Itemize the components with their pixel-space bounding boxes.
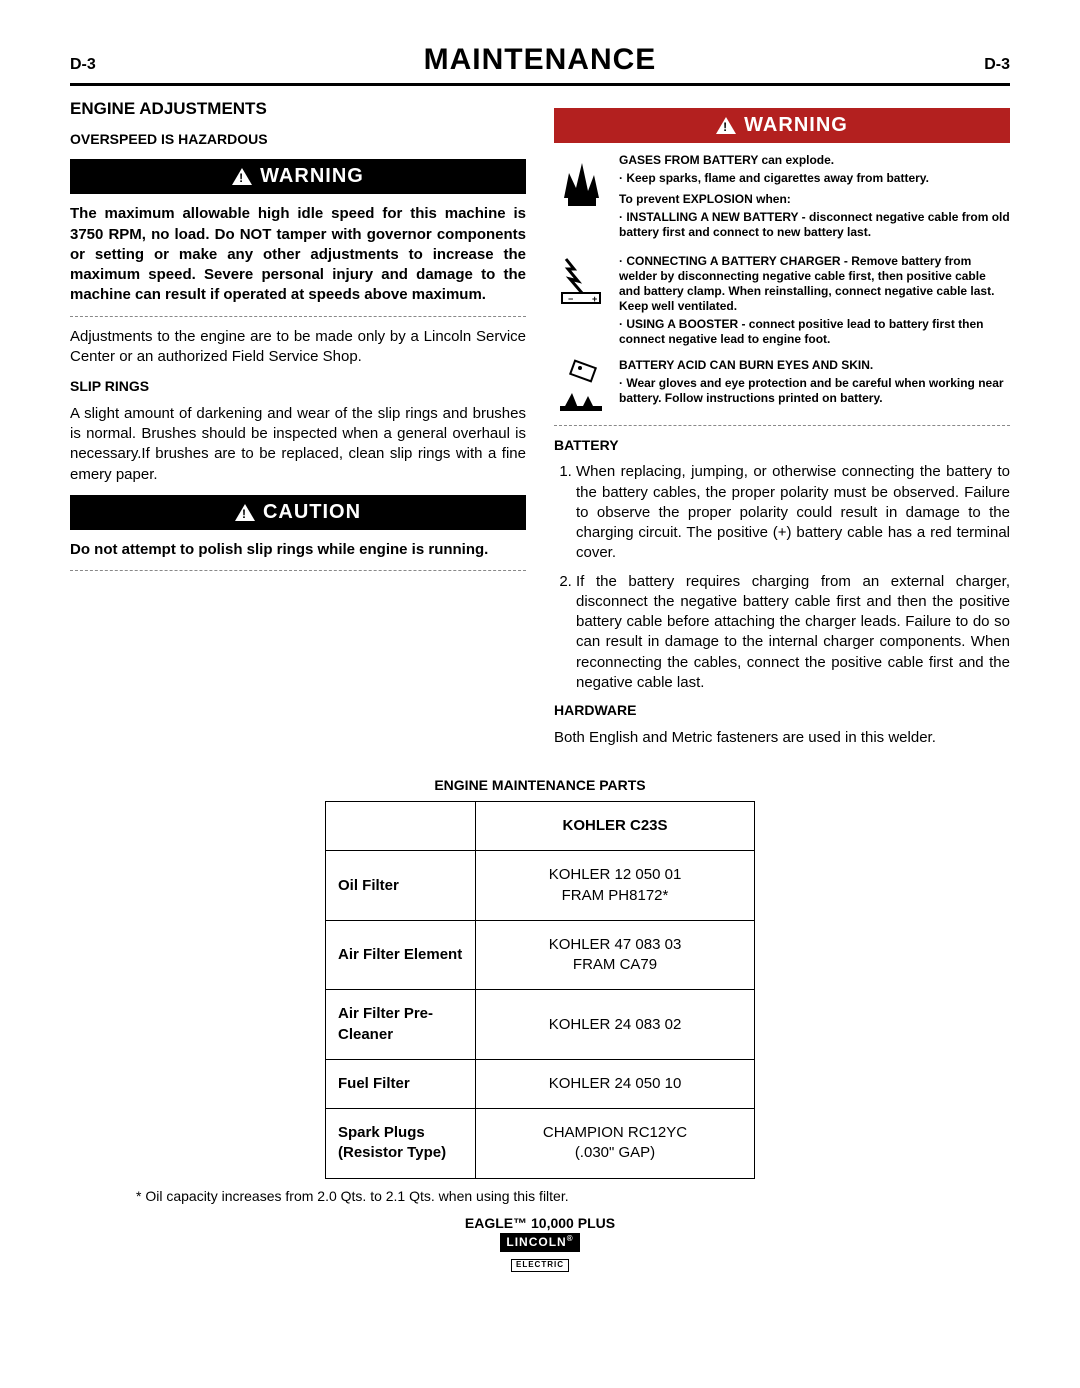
battery-list: When replacing, jumping, or otherwise co… — [554, 462, 1010, 693]
part-label: Fuel Filter — [326, 1059, 476, 1108]
table-row: Spark Plugs (Resistor Type) CHAMPION RC1… — [326, 1109, 755, 1179]
svg-text:+: + — [592, 294, 597, 304]
safety-bullet: Wear gloves and eye protection and be ca… — [619, 376, 1010, 406]
left-column: ENGINE ADJUSTMENTS OVERSPEED IS HAZARDOU… — [70, 98, 526, 759]
page-number-right: D-3 — [984, 54, 1010, 76]
safety-text-explosion: GASES FROM BATTERY can explode. Keep spa… — [619, 153, 1010, 243]
battery-list-item: When replacing, jumping, or otherwise co… — [576, 462, 1010, 563]
table-row: Fuel Filter KOHLER 24 050 10 — [326, 1059, 755, 1108]
warning-label: WARNING — [260, 163, 364, 190]
safety-heading: BATTERY ACID CAN BURN EYES AND SKIN. — [619, 358, 1010, 373]
slip-rings-body: A slight amount of darkening and wear of… — [70, 404, 526, 485]
caution-label: CAUTION — [263, 499, 361, 526]
engine-adjustments-heading: ENGINE ADJUSTMENTS — [70, 98, 526, 121]
warning-bar-red: WARNING — [554, 108, 1010, 143]
warning-triangle-icon — [716, 117, 736, 134]
brand-logo: LINCOLN® ELECTRIC — [70, 1232, 1010, 1273]
hardware-heading: HARDWARE — [554, 701, 1010, 720]
part-value: KOHLER 47 083 03 FRAM CA79 — [476, 920, 755, 990]
divider — [70, 570, 526, 571]
page-number-left: D-3 — [70, 54, 96, 76]
safety-text-acid: BATTERY ACID CAN BURN EYES AND SKIN. Wea… — [619, 358, 1010, 409]
warning-label: WARNING — [744, 112, 848, 139]
battery-list-item: If the battery requires charging from an… — [576, 572, 1010, 694]
slip-rings-heading: SLIP RINGS — [70, 377, 526, 396]
part-label: Oil Filter — [326, 851, 476, 921]
warning-bar-left: WARNING — [70, 159, 526, 194]
safety-text-charger: CONNECTING A BATTERY CHARGER - Remove ba… — [619, 251, 1010, 350]
brand-sub: ELECTRIC — [511, 1259, 569, 1272]
page-footer: EAGLE™ 10,000 PLUS LINCOLN® ELECTRIC — [70, 1214, 1010, 1273]
battery-heading: BATTERY — [554, 436, 1010, 455]
parts-footnote: * Oil capacity increases from 2.0 Qts. t… — [70, 1187, 1010, 1206]
safety-bullet: INSTALLING A NEW BATTERY - disconnect ne… — [619, 210, 1010, 240]
page-header: D-3 MAINTENANCE D-3 — [70, 40, 1010, 86]
svg-text:−: − — [568, 294, 573, 304]
table-row: Air Filter Element KOHLER 47 083 03 FRAM… — [326, 920, 755, 990]
table-header-engine: KOHLER C23S — [476, 802, 755, 851]
hardware-body: Both English and Metric fasteners are us… — [554, 728, 1010, 748]
overspeed-body-text: Adjustments to the engine are to be made… — [70, 327, 526, 368]
divider — [70, 316, 526, 317]
safety-bullet: Keep sparks, flame and cigarettes away f… — [619, 171, 1010, 186]
part-label: Air Filter Element — [326, 920, 476, 990]
parts-table: KOHLER C23S Oil Filter KOHLER 12 050 01 … — [325, 801, 755, 1179]
caution-bar: CAUTION — [70, 495, 526, 530]
battery-spark-icon: −+ — [554, 251, 609, 310]
table-header-empty — [326, 802, 476, 851]
safety-heading: GASES FROM BATTERY can explode. — [619, 153, 1010, 168]
acid-drop-icon — [554, 358, 609, 417]
safety-bullet: USING A BOOSTER - connect positive lead … — [619, 317, 1010, 347]
part-value: KOHLER 24 050 10 — [476, 1059, 755, 1108]
safety-bullet: CONNECTING A BATTERY CHARGER - Remove ba… — [619, 254, 1010, 314]
content-columns: ENGINE ADJUSTMENTS OVERSPEED IS HAZARDOU… — [70, 98, 1010, 759]
page-title: MAINTENANCE — [424, 40, 657, 81]
table-header-row: KOHLER C23S — [326, 802, 755, 851]
safety-row-charger: −+ CONNECTING A BATTERY CHARGER - Remove… — [554, 251, 1010, 350]
divider — [554, 425, 1010, 426]
part-label: Spark Plugs (Resistor Type) — [326, 1109, 476, 1179]
part-value: KOHLER 12 050 01 FRAM PH8172* — [476, 851, 755, 921]
caution-triangle-icon — [235, 504, 255, 521]
part-label: Air Filter Pre-Cleaner — [326, 990, 476, 1060]
product-name: EAGLE™ 10,000 PLUS — [70, 1214, 1010, 1233]
parts-table-title: ENGINE MAINTENANCE PARTS — [70, 776, 1010, 795]
overspeed-heading: OVERSPEED IS HAZARDOUS — [70, 130, 526, 149]
warning-triangle-icon — [232, 168, 252, 185]
part-value: CHAMPION RC12YC (.030" GAP) — [476, 1109, 755, 1179]
explosion-icon — [554, 153, 609, 212]
safety-row-acid: BATTERY ACID CAN BURN EYES AND SKIN. Wea… — [554, 358, 1010, 417]
table-row: Air Filter Pre-Cleaner KOHLER 24 083 02 — [326, 990, 755, 1060]
right-column: WARNING GASES FROM BATTERY can explode. … — [554, 98, 1010, 759]
safety-lead: To prevent EXPLOSION when: — [619, 192, 1010, 207]
overspeed-warning-text: The maximum allowable high idle speed fo… — [70, 204, 526, 305]
caution-body-text: Do not attempt to polish slip rings whil… — [70, 540, 526, 560]
safety-row-explosion: GASES FROM BATTERY can explode. Keep spa… — [554, 153, 1010, 243]
table-row: Oil Filter KOHLER 12 050 01 FRAM PH8172* — [326, 851, 755, 921]
part-value: KOHLER 24 083 02 — [476, 990, 755, 1060]
brand-badge: LINCOLN® — [500, 1233, 579, 1251]
